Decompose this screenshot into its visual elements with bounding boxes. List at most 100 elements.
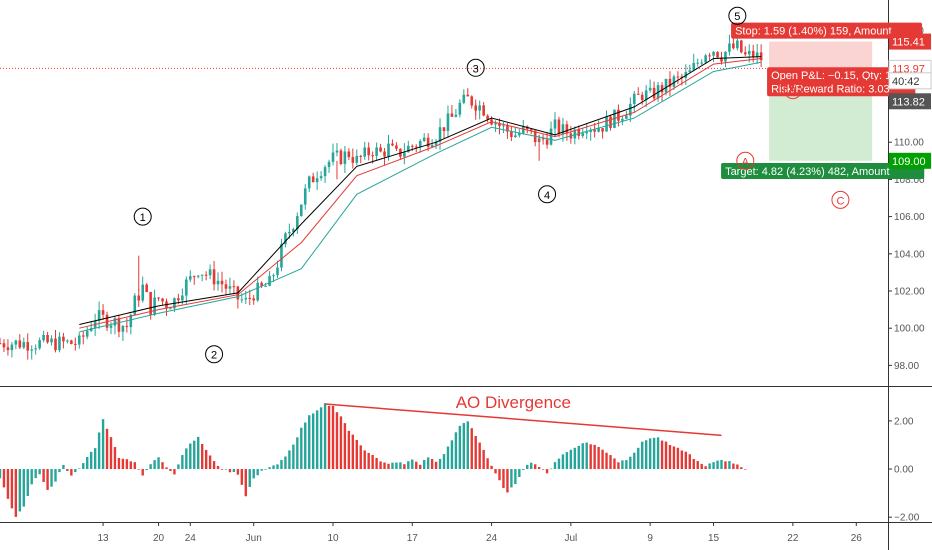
oscillator-bar	[371, 454, 374, 470]
candle	[636, 87, 640, 95]
oscillator-bar	[335, 412, 339, 470]
candle-body	[732, 43, 735, 49]
candle-body	[22, 342, 26, 348]
candle-body	[280, 244, 283, 268]
candle-body	[296, 216, 299, 230]
candle	[577, 125, 581, 140]
oscillator-bar	[577, 445, 580, 470]
candle-body	[331, 152, 335, 162]
time-tick-label: 10	[327, 533, 339, 544]
wave-label-text: 4	[544, 190, 550, 202]
candle	[113, 315, 117, 335]
candle-body	[755, 52, 759, 58]
candle-body	[299, 204, 303, 217]
oscillator-bar	[486, 458, 489, 470]
candle	[692, 53, 696, 72]
candle	[676, 71, 680, 85]
candle-body	[74, 343, 77, 345]
candle	[161, 297, 164, 305]
oscillator-bar	[533, 464, 537, 470]
oscillator-bar	[652, 437, 656, 470]
oscillator-bar	[419, 464, 422, 470]
price-axis-badge: 115.41	[889, 33, 931, 50]
candle-body	[117, 318, 121, 332]
oscillator-bar	[458, 425, 462, 470]
price-tick-label: 100.00	[894, 324, 925, 335]
candle	[732, 37, 735, 50]
candle-body	[319, 176, 323, 179]
candle-body	[260, 282, 263, 287]
risk-reward-label-bg	[767, 80, 916, 97]
oscillator-bar	[450, 440, 454, 470]
oscillator-bar	[446, 446, 450, 470]
oscillator-bar	[46, 469, 49, 490]
oscillator-bar	[149, 464, 152, 470]
osc-tick-label: −2.00	[894, 513, 920, 524]
oscillator-bar	[208, 455, 212, 470]
oscillator-bar	[173, 469, 176, 475]
candle	[216, 272, 220, 291]
oscillator-bar	[82, 463, 85, 470]
oscillator-bar	[518, 469, 521, 477]
oscillator-bar	[331, 405, 335, 470]
oscillator-bar	[62, 464, 65, 470]
oscillator-bar	[18, 469, 22, 512]
price-axis-badge-bg	[888, 72, 932, 90]
oscillator-bar	[185, 448, 188, 470]
candle	[0, 337, 2, 345]
candle-body	[38, 340, 41, 349]
candle-body	[751, 50, 755, 58]
candle-body	[450, 113, 454, 117]
candle-body	[391, 143, 394, 146]
candle	[696, 58, 700, 67]
candle-body	[617, 109, 620, 121]
candle-body	[498, 123, 501, 127]
oscillator-bar	[272, 465, 275, 470]
candle	[30, 345, 34, 360]
oscillator-bar	[442, 454, 446, 470]
wave-label: 3	[466, 58, 485, 77]
candle	[248, 289, 252, 306]
candle-body	[676, 76, 680, 78]
candle-body	[161, 298, 164, 302]
candle-body	[458, 102, 462, 115]
time-tick-label: Jun	[246, 533, 262, 544]
candle-body	[343, 151, 347, 165]
oscillator-bar	[268, 467, 271, 470]
wave-label-circle	[538, 185, 557, 204]
candle	[442, 127, 446, 139]
candle-body	[268, 275, 271, 286]
candle-body	[70, 340, 73, 344]
oscillator-bar	[684, 451, 688, 470]
candle-body	[284, 233, 287, 245]
price-axis-badge-text: 113.82	[892, 96, 925, 108]
candle-body	[736, 40, 739, 49]
candle-body	[422, 137, 426, 142]
oscillator-bar	[276, 464, 279, 470]
candle-body	[557, 119, 561, 134]
candle-body	[177, 298, 180, 301]
oscillator-bar	[197, 436, 200, 470]
candle-body	[196, 275, 200, 277]
candle-body	[470, 96, 474, 106]
oscillator-bar	[288, 450, 291, 470]
candle	[331, 143, 335, 166]
oscillator-bar	[169, 469, 172, 471]
candle	[712, 50, 715, 63]
price-axis-badge-text: 40:42	[892, 76, 920, 88]
oscillator-bar	[200, 444, 204, 470]
candle	[157, 297, 160, 302]
price-tick-label: 106.00	[894, 212, 925, 223]
candle-body	[664, 78, 668, 93]
oscillator-bar	[716, 460, 719, 470]
candle-body	[212, 269, 216, 285]
divergence-line	[325, 403, 722, 437]
candle-body	[371, 155, 374, 157]
candle-body	[2, 343, 6, 348]
candle	[454, 108, 458, 118]
candle	[521, 119, 525, 135]
oscillator-bar	[34, 469, 37, 479]
oscillator-bar	[744, 469, 747, 470]
candle-body	[133, 295, 137, 315]
